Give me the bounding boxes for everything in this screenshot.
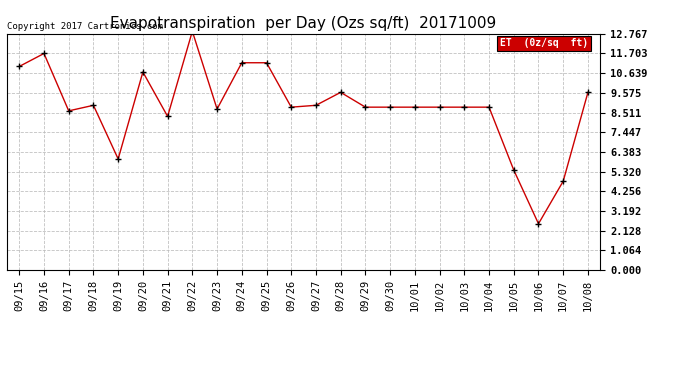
Title: Evapotranspiration  per Day (Ozs sq/ft)  20171009: Evapotranspiration per Day (Ozs sq/ft) 2… [110, 16, 497, 31]
Text: Copyright 2017 Cartronics.com: Copyright 2017 Cartronics.com [7, 22, 163, 32]
Text: ET  (0z/sq  ft): ET (0z/sq ft) [500, 39, 589, 48]
